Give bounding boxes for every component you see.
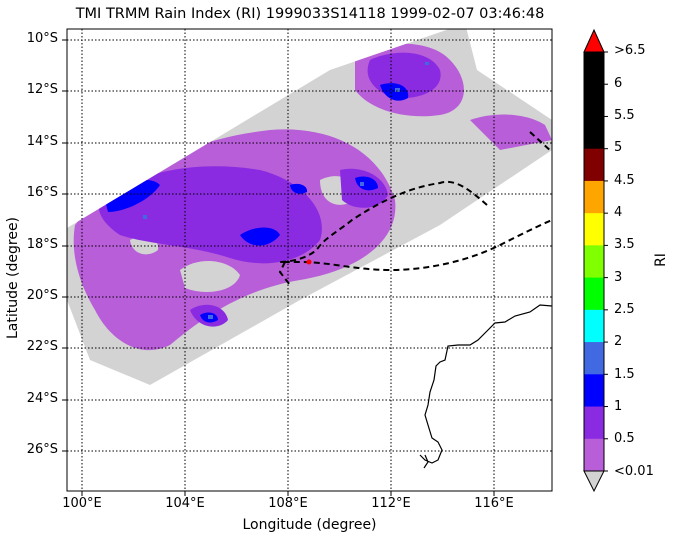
- colorbar-tick-label: 6: [614, 76, 623, 91]
- colorbar-segment: [584, 116, 604, 150]
- colorbar-tick-label: 0.5: [614, 431, 635, 446]
- colorbar-tick-label: 5: [614, 140, 623, 155]
- colorbar-tick-label: >6.5: [614, 43, 646, 58]
- y-tick-label: 16°S: [26, 185, 58, 200]
- colorbar-segment: [584, 245, 604, 279]
- colorbar-tick-label: 1.5: [614, 367, 635, 382]
- colorbar-segment: [584, 52, 604, 85]
- x-tick-label: 112°E: [371, 496, 411, 511]
- colorbar-tick-label: 2.5: [614, 302, 635, 317]
- y-tick-label: 22°S: [26, 339, 58, 354]
- coastline: [419, 304, 552, 469]
- colorbar-segment: [584, 342, 604, 375]
- colorbar-tick-label: 3: [614, 270, 623, 285]
- colorbar-segment: [584, 309, 604, 343]
- figure-title: TMI TRMM Rain Index (RI) 1999033S14118 1…: [75, 6, 545, 22]
- colorbar-tick-label: 4: [614, 205, 623, 220]
- y-tick-label: 14°S: [26, 134, 58, 149]
- colorbar-segment: [584, 438, 604, 472]
- x-tick-label: 100°E: [62, 496, 102, 511]
- colorbar-tick-label: 1: [614, 399, 623, 414]
- x-tick-label: 104°E: [165, 496, 205, 511]
- storm-center-marker: [306, 259, 312, 265]
- x-tick-label: 116°E: [474, 496, 514, 511]
- colorbar-tick-label: 4.5: [614, 173, 635, 188]
- colorbar-segment: [584, 277, 604, 311]
- y-tick-label: 24°S: [26, 391, 58, 406]
- colorbar-segment: [584, 180, 604, 214]
- y-tick-label: 10°S: [26, 31, 58, 46]
- colorbar-tick-label: 5.5: [614, 108, 635, 123]
- colorbar-segment: [584, 213, 604, 246]
- y-tick-label: 12°S: [26, 82, 58, 97]
- colorbar-segment: [584, 406, 604, 440]
- colorbar-tick-label: 3.5: [614, 237, 635, 252]
- rain-field: [73, 43, 552, 351]
- x-axis-title: Longitude (degree): [242, 517, 377, 533]
- colorbar-under-arrow: [583, 470, 605, 493]
- colorbar-segment: [584, 84, 604, 117]
- y-axis-title: Latitude (degree): [5, 216, 21, 340]
- colorbar-title: RI: [652, 253, 669, 267]
- colorbar-tick-label: <0.01: [614, 464, 654, 479]
- colorbar-over-arrow: [583, 28, 605, 53]
- colorbar-segment: [584, 148, 604, 182]
- x-tick-label: 108°E: [268, 496, 308, 511]
- gridlines: [67, 29, 552, 491]
- y-tick-label: 20°S: [26, 288, 58, 303]
- colorbar-segment: [584, 374, 604, 408]
- y-tick-label: 26°S: [26, 442, 58, 457]
- y-tick-label: 18°S: [26, 237, 58, 252]
- colorbar: [583, 28, 608, 493]
- storm-track: [278, 131, 552, 286]
- colorbar-frame: [583, 51, 605, 472]
- colorbar-tick-label: 2: [614, 334, 623, 349]
